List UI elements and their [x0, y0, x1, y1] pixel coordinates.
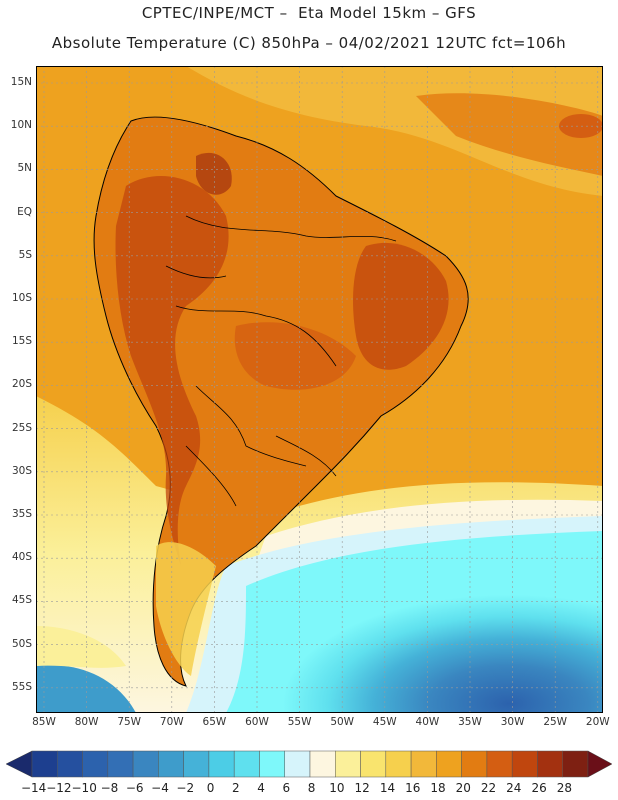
- latitude-label: 40S: [11, 551, 32, 564]
- temperature-colorbar: [5, 750, 613, 778]
- longitude-label: 70W: [159, 716, 184, 728]
- colorbar-label: 0: [206, 781, 215, 795]
- longitude-label: 60W: [245, 716, 269, 728]
- latitude-label: 10N: [10, 119, 32, 132]
- patagonia-cooler-zone: [156, 542, 216, 676]
- colorbar-label: −8: [100, 781, 119, 795]
- country-borders: [165, 215, 397, 507]
- longitude-label: 65W: [202, 716, 227, 728]
- colorbar-swatch: [132, 750, 159, 778]
- central-hot-zone: [234, 322, 356, 390]
- colorbar-swatch: [57, 750, 83, 778]
- latitude-label: 25S: [11, 421, 32, 434]
- latitude-label: EQ: [17, 205, 32, 218]
- colorbar-label: −4: [151, 781, 169, 795]
- colorbar-label: 28: [556, 781, 572, 795]
- colorbar-swatch: [335, 750, 361, 778]
- latitude-label: 15N: [10, 76, 32, 88]
- colorbar-swatch: [562, 750, 589, 778]
- colorbar-swatch: [82, 750, 109, 778]
- colorbar-swatch: [31, 750, 58, 778]
- colorbar-swatch: [360, 750, 387, 778]
- temperature-map: [36, 66, 603, 713]
- longitude-label: 75W: [117, 716, 142, 728]
- colorbar-swatch: [107, 750, 134, 778]
- longitude-label: 30W: [500, 716, 525, 728]
- chart-title: CPTEC/INPE/MCT – Eta Model 15km – GFS: [141, 4, 477, 22]
- cold-ocean-region: [226, 531, 603, 713]
- latitude-label: 45S: [11, 594, 32, 607]
- colorbar-label: 6: [282, 781, 291, 795]
- latitude-label: 15S: [11, 335, 32, 348]
- northeast-warm-patch: [416, 93, 603, 176]
- colorbar-label: 16: [405, 781, 421, 795]
- colorbar-swatch: [309, 750, 336, 778]
- longitude-label: 20W: [585, 716, 610, 728]
- map-frame: [36, 66, 603, 713]
- latitude-label: 35S: [11, 508, 32, 520]
- colorbar-label: 26: [531, 781, 547, 795]
- longitude-label: 25W: [543, 716, 568, 728]
- colorbar-swatch: [284, 750, 311, 778]
- southwest-cold-region: [36, 665, 136, 713]
- longitude-label: 35W: [458, 716, 482, 728]
- chart-subtitle: Absolute Temperature (C) 850hPa – 04/02/…: [51, 34, 567, 52]
- colorbar-label: 14: [379, 781, 396, 795]
- colorbar-label: 24: [506, 781, 522, 795]
- colorbar-max-arrow: [587, 750, 613, 778]
- latitude-label: 55S: [11, 680, 32, 693]
- colorbar-swatch: [461, 750, 488, 778]
- colorbar-swatch: [537, 750, 563, 778]
- colorbar-label: −2: [176, 781, 195, 795]
- colorbar-label: −12: [46, 781, 72, 795]
- colorbar-swatch: [511, 750, 538, 778]
- colorbar-label: −10: [71, 781, 97, 795]
- latitude-label: 20S: [11, 378, 32, 391]
- colorbar-label: 22: [480, 781, 497, 795]
- latitude-label: 5N: [17, 162, 32, 175]
- latitude-label: 30S: [11, 464, 32, 477]
- colorbar-label: −14: [20, 781, 47, 795]
- colorbar-swatch: [436, 750, 462, 778]
- longitude-label: 45W: [372, 716, 397, 728]
- colorbar-label: 8: [307, 781, 316, 795]
- colorbar-label: 20: [455, 781, 471, 795]
- colorbar-swatch: [233, 750, 260, 778]
- colorbar-label: −6: [125, 781, 144, 795]
- colorbar-swatch: [259, 750, 285, 778]
- brazil-northeast-hot-zone: [353, 242, 449, 370]
- colorbar-swatch: [158, 750, 184, 778]
- colorbar-swatch: [208, 750, 235, 778]
- colorbar-swatch: [410, 750, 437, 778]
- colorbar-label: 18: [430, 781, 446, 795]
- longitude-label: 50W: [330, 716, 355, 728]
- longitude-label: 55W: [287, 716, 312, 728]
- colorbar-swatch: [486, 750, 513, 778]
- latitude-label: 5S: [18, 248, 32, 261]
- colorbar-swatch: [183, 750, 210, 778]
- colorbar-label: 2: [231, 781, 240, 795]
- north-hot-spot: [196, 152, 232, 195]
- longitude-label: 80W: [74, 716, 99, 728]
- latitude-label: 50S: [11, 637, 32, 650]
- southwest-band: [36, 626, 126, 668]
- longitude-label: 40W: [415, 716, 440, 728]
- latitude-label: 10S: [11, 292, 32, 304]
- colorbar-swatch: [385, 750, 412, 778]
- longitude-label: 85W: [32, 716, 56, 728]
- colorbar-label: 12: [354, 781, 370, 795]
- colorbar-min-arrow: [5, 750, 33, 778]
- colorbar-label: 10: [329, 781, 345, 795]
- colorbar-label: 4: [257, 781, 265, 795]
